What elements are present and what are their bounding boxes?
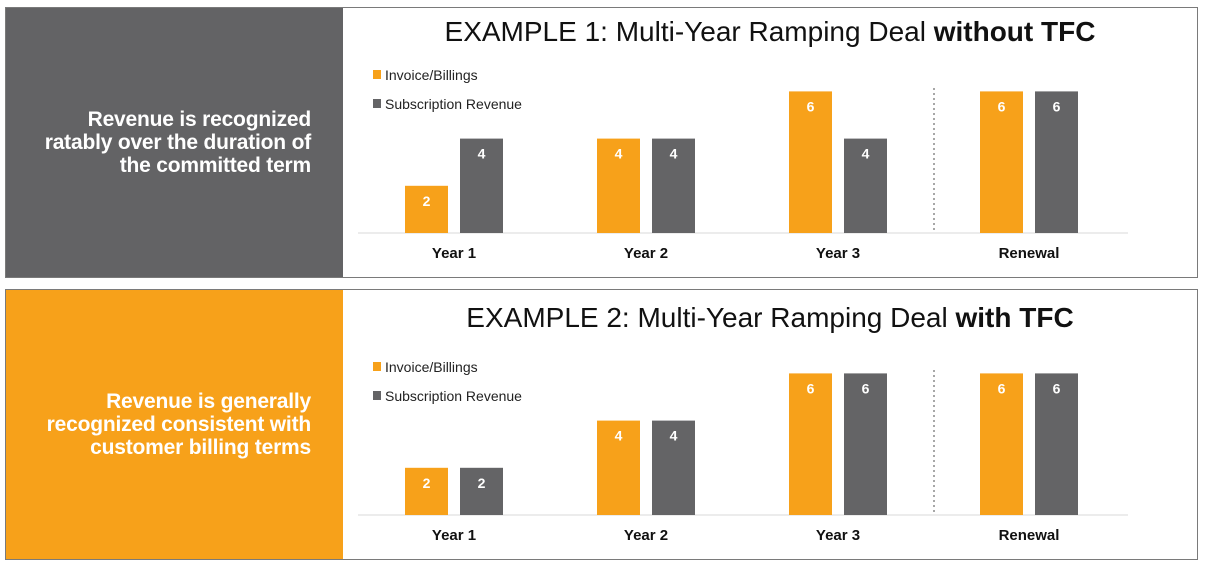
description-line: recognized consistent with	[46, 413, 312, 436]
description-line: the committed term	[119, 154, 311, 177]
legend-item-subscription: Subscription Revenue	[373, 381, 522, 410]
bar-value-label: 4	[670, 146, 678, 162]
category-label: Year 1	[432, 527, 476, 544]
legend-label: Subscription Revenue	[385, 387, 522, 404]
bar-value-label: 6	[807, 380, 815, 396]
example-1-chart-title: EXAMPLE 1: Multi-Year Ramping Deal witho…	[343, 16, 1197, 48]
legend-label: Invoice/Billings	[385, 358, 478, 375]
example-1-description: Revenue is recognized ratably over the d…	[6, 8, 343, 277]
bar-value-label: 2	[423, 475, 431, 491]
subscription-bar	[1035, 373, 1078, 515]
bar-value-label: 6	[807, 98, 815, 114]
bar-value-label: 6	[862, 380, 870, 396]
chart-title-plain: EXAMPLE 1: Multi-Year Ramping Deal	[444, 16, 934, 47]
example-1-bar-chart: 2 4 Year 1 4 4 Year 2 6 4 Year 3 6 6 Renewal	[358, 88, 1128, 262]
example-1-legend: Invoice/Billings Subscription Revenue	[373, 60, 522, 118]
invoice-bar	[980, 373, 1023, 515]
example-2-panel: Revenue is generally recognized consiste…	[5, 289, 1198, 560]
subscription-bar	[844, 373, 887, 515]
invoice-bar	[597, 420, 640, 515]
category-label: Year 1	[432, 245, 476, 262]
bar-value-label: 6	[998, 380, 1006, 396]
subscription-bar	[844, 138, 887, 233]
subscription-bar	[1035, 91, 1078, 234]
invoice-swatch	[373, 70, 381, 79]
legend-item-invoice: Invoice/Billings	[373, 352, 522, 381]
legend-label: Subscription Revenue	[385, 95, 522, 112]
example-2-description-text: Revenue is generally recognized consiste…	[46, 390, 312, 459]
bar-value-label: 6	[998, 98, 1006, 114]
subscription-bar	[460, 138, 503, 233]
invoice-bar	[789, 373, 832, 515]
bar-value-label: 6	[1053, 98, 1061, 114]
subscription-swatch	[373, 391, 381, 400]
example-1-chart-area: 2 4 Year 1 4 4 Year 2 6 4 Year 3 6 6 Renewal EXAMPL…	[343, 8, 1197, 277]
invoice-bar	[597, 138, 640, 233]
description-line: Revenue is recognized	[87, 108, 312, 131]
legend-label: Invoice/Billings	[385, 66, 478, 83]
invoice-bar	[405, 185, 448, 233]
category-label: Year 3	[816, 245, 860, 262]
description-line: Revenue is generally	[106, 390, 311, 413]
bar-value-label: 4	[478, 146, 486, 162]
description-line: ratably over the duration of	[44, 131, 311, 154]
legend-item-invoice: Invoice/Billings	[373, 60, 522, 89]
bar-value-label: 4	[615, 428, 623, 444]
bar-value-label: 2	[478, 475, 486, 491]
example-2-description: Revenue is generally recognized consiste…	[6, 290, 343, 559]
example-1-panel: Revenue is recognized ratably over the d…	[5, 7, 1198, 278]
subscription-swatch	[373, 99, 381, 108]
bar-value-label: 4	[615, 146, 623, 162]
bar-value-label: 6	[1053, 380, 1061, 396]
example-2-legend: Invoice/Billings Subscription Revenue	[373, 352, 522, 410]
subscription-bar	[460, 467, 503, 515]
example-2-bar-chart: 2 2 Year 1 4 4 Year 2 6 6 Year 3 6 6 Renewal	[358, 370, 1128, 544]
invoice-swatch	[373, 362, 381, 371]
category-label: Renewal	[999, 245, 1060, 262]
chart-title-bold: without TFC	[933, 16, 1096, 47]
chart-title-bold: with TFC	[955, 302, 1074, 333]
example-2-chart-area: 2 2 Year 1 4 4 Year 2 6 6 Year 3 6 6 Renewal EXAMPL…	[343, 290, 1197, 559]
subscription-bar	[652, 138, 695, 233]
invoice-bar	[789, 91, 832, 234]
invoice-bar	[405, 467, 448, 515]
example-2-chart-title: EXAMPLE 2: Multi-Year Ramping Deal with …	[343, 302, 1197, 334]
description-line: customer billing terms	[90, 436, 311, 459]
category-label: Year 2	[624, 527, 668, 544]
chart-title-plain: EXAMPLE 2: Multi-Year Ramping Deal	[466, 302, 956, 333]
subscription-bar	[652, 420, 695, 515]
bar-value-label: 4	[862, 146, 870, 162]
example-1-description-text: Revenue is recognized ratably over the d…	[45, 108, 311, 177]
category-label: Renewal	[999, 527, 1060, 544]
legend-item-subscription: Subscription Revenue	[373, 89, 522, 118]
invoice-bar	[980, 91, 1023, 234]
bar-value-label: 2	[423, 193, 431, 209]
category-label: Year 2	[624, 245, 668, 262]
bar-value-label: 4	[670, 428, 678, 444]
category-label: Year 3	[816, 527, 860, 544]
